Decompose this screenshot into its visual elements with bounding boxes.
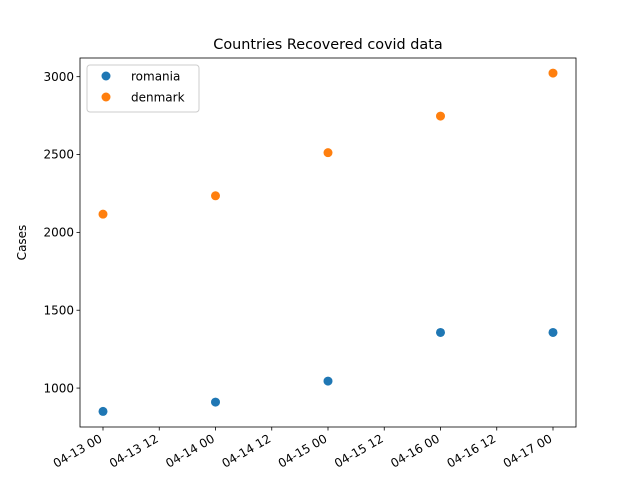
chart-title: Countries Recovered covid data (213, 37, 442, 53)
legend-label-romania: romania (131, 70, 180, 84)
x-tick-label: 04-17 00 (501, 431, 555, 470)
x-axis: 04-13 00 04-13 12 04-14 00 04-14 12 04-15 00… (51, 427, 555, 471)
data-point-denmark (323, 148, 333, 158)
y-axis-label: Cases (15, 225, 29, 261)
y-tick-label: 1000 (43, 381, 74, 395)
x-tick-label: 04-15 12 (332, 431, 386, 470)
legend-box (86, 64, 200, 113)
x-tick-label: 04-16 12 (445, 431, 499, 470)
y-axis: 1000 1500 2000 2500 3000 (43, 70, 80, 395)
data-point-romania (323, 376, 333, 386)
x-tick-label: 04-13 00 (51, 431, 105, 470)
legend-marker-denmark (101, 92, 111, 102)
data-point-denmark (98, 209, 108, 219)
y-tick-label: 2500 (43, 148, 74, 162)
x-tick-label: 04-14 12 (220, 431, 274, 470)
legend: romania denmark (86, 64, 200, 113)
data-point-denmark (211, 191, 220, 201)
plot-area (79, 57, 577, 428)
legend-marker-romania (101, 71, 111, 81)
y-tick-label: 2000 (43, 226, 74, 240)
y-tick-label: 1500 (43, 303, 74, 317)
legend-label-denmark: denmark (131, 91, 185, 105)
data-point-denmark (436, 111, 445, 121)
x-tick-label: 04-13 12 (107, 431, 161, 470)
data-point-romania (211, 397, 220, 407)
y-tick-label: 3000 (43, 70, 74, 84)
x-tick-label: 04-15 00 (276, 431, 330, 470)
data-point-denmark (548, 68, 558, 78)
data-point-romania (436, 327, 445, 337)
x-tick-label: 04-16 00 (388, 431, 442, 470)
x-tick-label: 04-14 00 (163, 431, 217, 470)
data-points (98, 68, 558, 416)
data-point-romania (98, 406, 108, 416)
data-point-romania (548, 327, 558, 337)
